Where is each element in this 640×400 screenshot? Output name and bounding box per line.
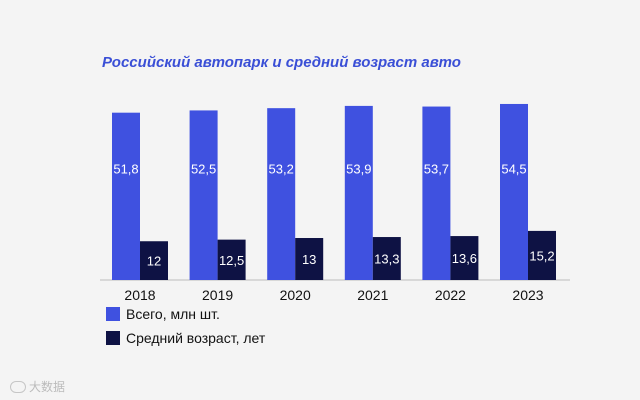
legend-item-total: Всего, млн шт. bbox=[106, 304, 265, 324]
bar-total-2019 bbox=[189, 110, 218, 280]
bar-age-2020 bbox=[295, 238, 324, 280]
bar-label-age-2018: 12 bbox=[147, 254, 161, 269]
bar-total-2020 bbox=[267, 108, 296, 280]
watermark-text: 大数据 bbox=[29, 380, 66, 394]
bar-age-2019 bbox=[217, 239, 246, 280]
legend-label-total: Всего, млн шт. bbox=[126, 306, 220, 322]
bar-age-2023 bbox=[528, 230, 556, 280]
bar-label-total-2018: 51,8 bbox=[113, 161, 138, 176]
bar-label-age-2023: 15,2 bbox=[529, 248, 554, 263]
x-tick-2019: 2019 bbox=[202, 287, 233, 303]
bar-label-age-2019: 12,5 bbox=[219, 253, 244, 268]
x-tick-2021: 2021 bbox=[357, 287, 388, 303]
bar-total-2022 bbox=[422, 106, 451, 280]
bars-group: 51,8 12 2018 52,5 12,5 2019 53,2 13 2020 53,9 13,3… bbox=[112, 103, 556, 303]
legend-label-age: Средний возраст, лет bbox=[126, 330, 266, 346]
chart-title: Российский автопарк и средний возраст ав… bbox=[102, 54, 461, 71]
bar-label-total-2022: 53,7 bbox=[424, 161, 449, 176]
bar-label-total-2020: 53,2 bbox=[269, 161, 294, 176]
x-tick-2023: 2023 bbox=[512, 287, 543, 303]
legend-item-age: Средний возраст, лет bbox=[106, 328, 265, 348]
legend-swatch-total bbox=[106, 307, 120, 321]
legend-swatch-age bbox=[106, 331, 120, 345]
bar-age-2021 bbox=[372, 237, 401, 280]
bar-total-2018 bbox=[112, 112, 140, 280]
bar-total-2021 bbox=[344, 105, 373, 280]
bar-label-total-2023: 54,5 bbox=[501, 161, 526, 176]
legend: Всего, млн шт. Средний возраст, лет bbox=[106, 304, 265, 352]
x-tick-2020: 2020 bbox=[280, 287, 311, 303]
bar-label-age-2020: 13 bbox=[302, 252, 316, 267]
bar-label-age-2022: 13,6 bbox=[452, 251, 477, 266]
bar-age-2022 bbox=[450, 236, 479, 280]
bar-label-total-2019: 52,5 bbox=[191, 161, 216, 176]
x-tick-2018: 2018 bbox=[124, 287, 155, 303]
bar-age-2018 bbox=[140, 241, 168, 280]
bar-total-2023 bbox=[500, 103, 528, 280]
bar-label-age-2021: 13,3 bbox=[374, 252, 399, 267]
bar-label-total-2021: 53,9 bbox=[346, 161, 371, 176]
x-tick-2022: 2022 bbox=[435, 287, 466, 303]
watermark-logo-icon bbox=[10, 380, 26, 393]
watermark: 大数据 bbox=[10, 378, 65, 395]
